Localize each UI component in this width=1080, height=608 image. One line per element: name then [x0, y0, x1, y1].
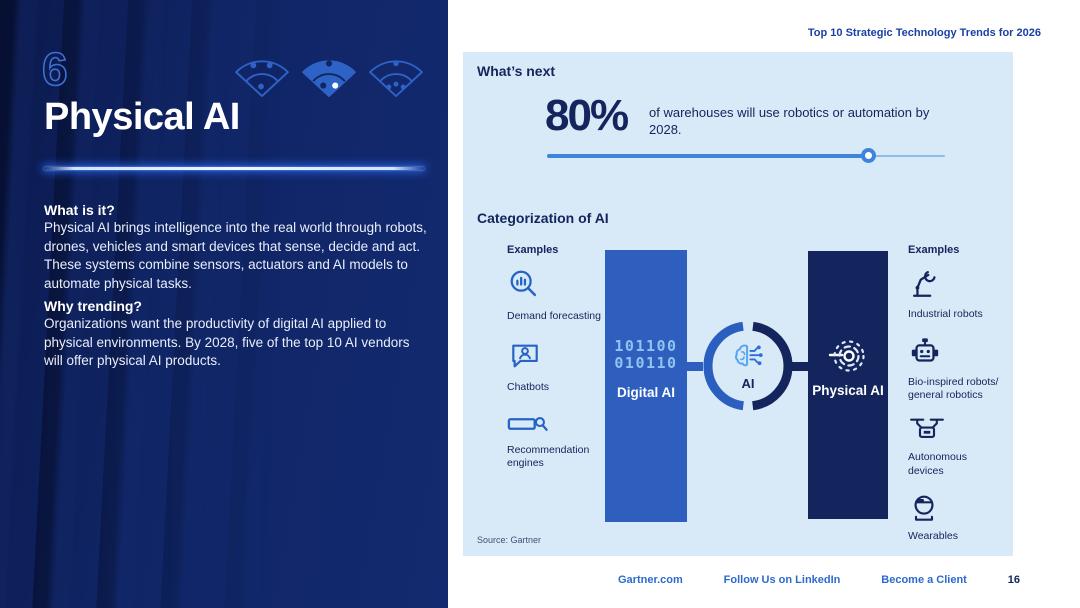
bio-robot-icon [911, 338, 939, 362]
sensor-fan-icons [231, 52, 427, 98]
slider-knob[interactable] [860, 148, 876, 163]
list-item: Wearables [908, 492, 1003, 543]
why-trending-heading: Why trending? [44, 298, 142, 314]
ai-ring [703, 321, 793, 411]
document-header: Top 10 Strategic Technology Trends for 2… [807, 27, 1041, 39]
binary-text-line1: 101100 [614, 337, 678, 355]
chatbot-icon [512, 344, 538, 368]
connector-left [685, 362, 703, 371]
physical-ai-examples: Examples Industrial robots [908, 244, 1003, 543]
stat-text: of warehouses will use robotics or autom… [649, 105, 930, 137]
footer-link-linkedin[interactable]: Follow Us on LinkedIn [723, 574, 841, 586]
why-trending-body: Organizations want the productivity of d… [44, 316, 410, 369]
footer-link-client[interactable]: Become a Client [881, 574, 967, 586]
example-label: Autonomous devices [908, 451, 967, 477]
digital-ai-label: Digital AI [616, 384, 675, 400]
page-number: 16 [1007, 574, 1020, 586]
example-label: Wearables [908, 529, 958, 542]
list-item: Demand forecasting [507, 268, 619, 323]
industrial-robot-icon [913, 271, 936, 297]
brain-circuit-icon [734, 344, 763, 367]
list-item: Recommendation engines [507, 412, 619, 470]
recommendation-engines-icon [507, 417, 548, 432]
physical-ai-radar-icon [828, 340, 865, 372]
example-label: Chatbots [507, 381, 550, 394]
list-item: Bio-inspired robots/ general robotics [908, 336, 1003, 402]
physical-ai-bar: Physical AI [808, 251, 888, 519]
demand-forecasting-icon [510, 270, 537, 297]
left-panel: 6 Physical AI What is it? Physical AI br… [0, 0, 448, 608]
stat-value: 80% [545, 91, 629, 140]
fan-outline-icon-1 [235, 60, 289, 98]
background-streaks [0, 0, 300, 608]
fan-outline-icon-3 [369, 60, 423, 98]
trend-number: 6 [41, 42, 68, 96]
footer: Gartner.com Follow Us on LinkedIn Become… [618, 574, 1020, 586]
example-label: Recommendation engines [507, 444, 590, 470]
ai-circle-content: AI [700, 318, 796, 414]
wearables-icon [914, 495, 934, 521]
divider-glow-line [44, 167, 424, 170]
footer-link-gartner[interactable]: Gartner.com [618, 574, 683, 586]
progress-slider[interactable] [547, 148, 945, 164]
what-is-it-heading: What is it? [44, 202, 115, 218]
list-item: Chatbots [507, 339, 619, 394]
physical-ai-label: Physical AI [812, 383, 884, 398]
ai-circle: AI [700, 318, 796, 414]
binary-text-line2: 010110 [614, 354, 678, 373]
digital-ai-examples: Examples Demand forecasting Chatbots [507, 244, 619, 471]
whats-next-heading: What’s next [477, 63, 556, 79]
list-item: Autonomous devices [908, 415, 1003, 477]
examples-heading-left: Examples [507, 244, 559, 256]
example-label: Industrial robots [908, 308, 983, 320]
categorization-heading: Categorization of AI [477, 210, 609, 226]
fan-filled-icon-2 [302, 60, 356, 98]
examples-heading-right: Examples [908, 244, 960, 256]
content-area: Top 10 Strategic Technology Trends for 2… [448, 0, 1080, 608]
ai-label: AI [741, 376, 755, 391]
list-item: Industrial robots [908, 266, 1003, 321]
example-label: Demand forecasting [507, 310, 601, 322]
digital-ai-bar: 101100 010110 Digital AI [605, 250, 687, 522]
light-blue-panel: What’s next 80% of warehouses will use r… [463, 52, 1013, 556]
page-title: Physical AI [44, 96, 240, 138]
slider-fill [547, 154, 868, 158]
example-label: Bio-inspired robots/ general robotics [908, 376, 999, 402]
source-note: Source: Gartner [477, 535, 542, 545]
connector-right [792, 362, 810, 371]
what-is-it-body: Physical AI brings intelligence into the… [44, 220, 427, 291]
drone-icon [910, 418, 944, 439]
